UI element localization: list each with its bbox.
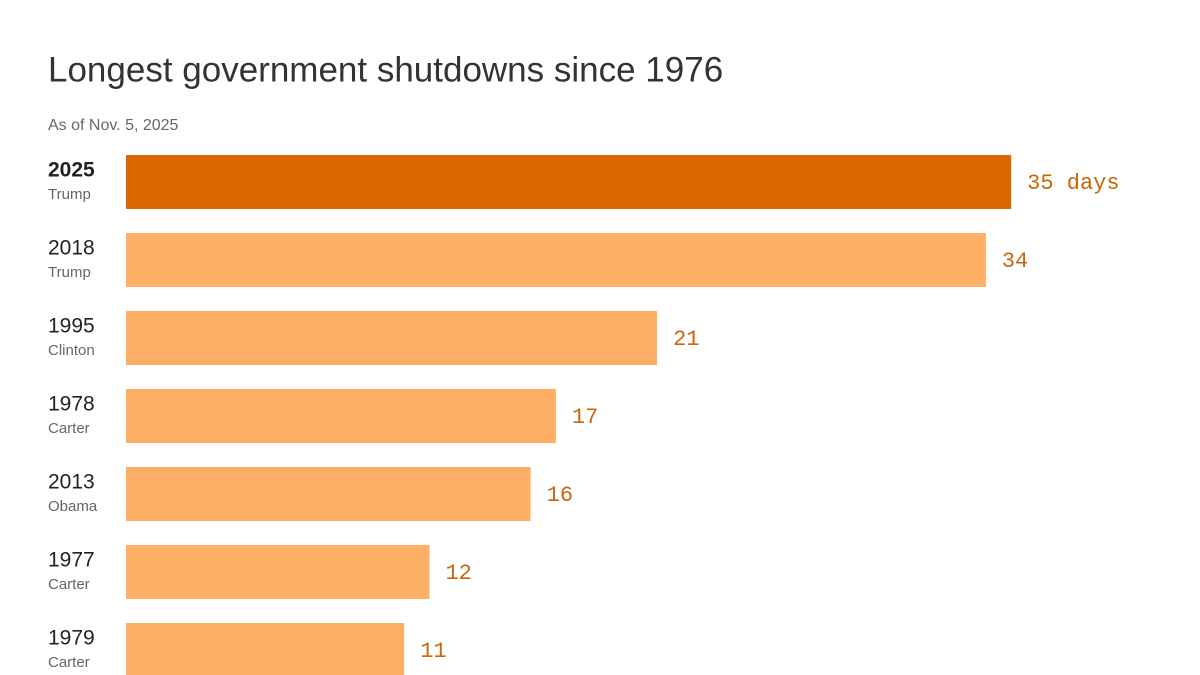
president-label: Carter — [48, 654, 90, 671]
bar — [126, 467, 531, 521]
category-label: 2018 — [48, 237, 95, 260]
bar — [126, 389, 556, 443]
chart-subtitle: As of Nov. 5, 2025 — [48, 117, 179, 134]
value-label: 12 — [445, 561, 471, 586]
category-label: 2025 — [48, 159, 95, 182]
president-label: Trump — [48, 186, 91, 203]
president-label: Clinton — [48, 342, 95, 359]
value-label: 17 — [572, 405, 598, 430]
chart-title: Longest government shutdowns since 1976 — [48, 50, 723, 89]
bar — [126, 623, 405, 675]
bar — [126, 233, 986, 287]
value-label: 21 — [673, 327, 699, 352]
category-label: 1978 — [48, 393, 95, 416]
value-label: 16 — [547, 483, 573, 508]
bar — [126, 311, 658, 365]
category-label: 2013 — [48, 471, 95, 494]
value-label: 34 — [1002, 249, 1028, 274]
president-label: Carter — [48, 576, 90, 593]
category-label: 1977 — [48, 549, 95, 572]
president-label: Trump — [48, 264, 91, 281]
category-label: 1979 — [48, 627, 95, 650]
bar — [126, 545, 430, 599]
president-label: Obama — [48, 498, 98, 515]
value-label: 11 — [420, 639, 446, 664]
bar — [126, 155, 1012, 209]
president-label: Carter — [48, 420, 90, 437]
value-label: 35 days — [1027, 171, 1119, 196]
category-label: 1995 — [48, 315, 95, 338]
